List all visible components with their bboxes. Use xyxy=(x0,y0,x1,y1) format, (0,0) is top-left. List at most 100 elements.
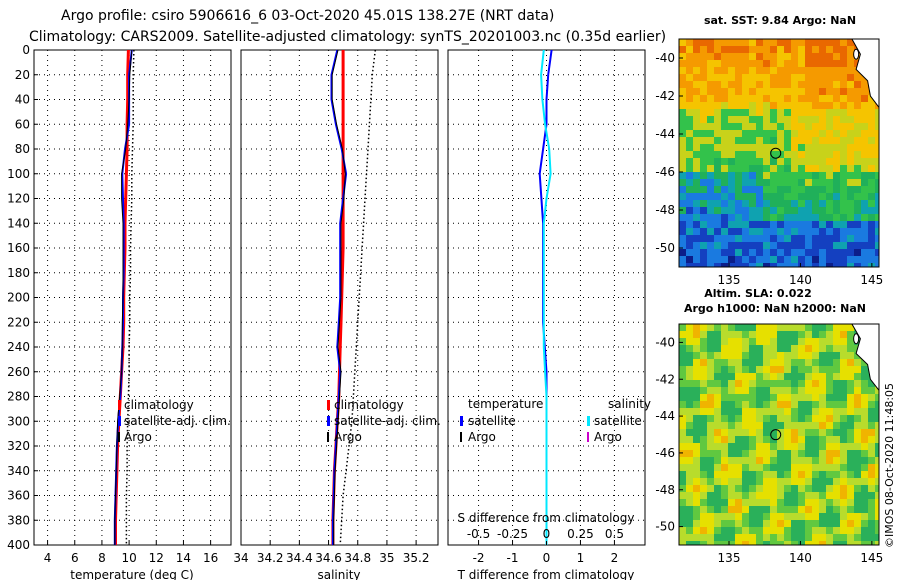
map-cell xyxy=(721,366,728,373)
map-cell xyxy=(812,485,819,492)
map-cell xyxy=(805,130,812,137)
map-cell xyxy=(770,534,777,541)
map-cell xyxy=(777,415,784,422)
map-cell xyxy=(791,499,798,506)
map-cell xyxy=(784,193,791,200)
map-cell xyxy=(784,116,791,123)
map-cell xyxy=(833,534,840,541)
map-cell xyxy=(777,207,784,214)
map-cell xyxy=(728,485,735,492)
map-cell xyxy=(861,436,868,443)
map-cell xyxy=(700,102,707,109)
map-cell xyxy=(763,408,770,415)
map-cell xyxy=(770,394,777,401)
map-cell xyxy=(693,130,700,137)
map-cell xyxy=(833,352,840,359)
map-cell xyxy=(798,123,805,130)
map-cell xyxy=(875,158,879,165)
map-cell xyxy=(686,471,693,478)
map-cell xyxy=(714,415,721,422)
map-cell xyxy=(777,249,784,256)
map-cell xyxy=(728,221,735,228)
map-cell xyxy=(742,366,749,373)
map-cell xyxy=(742,263,749,267)
map-cell xyxy=(777,256,784,263)
map-cell xyxy=(735,415,742,422)
map-cell xyxy=(812,387,819,394)
map-cell xyxy=(784,242,791,249)
map-cell xyxy=(840,380,847,387)
map-cell xyxy=(826,478,833,485)
map-cell xyxy=(847,338,854,345)
map-cell xyxy=(721,228,728,235)
map-cell xyxy=(742,401,749,408)
map-cell xyxy=(714,422,721,429)
y-tick-label: 280 xyxy=(7,390,30,404)
map-cell xyxy=(770,214,777,221)
map-cell xyxy=(861,144,868,151)
map-cell xyxy=(854,499,861,506)
map-cell xyxy=(847,60,854,67)
map-cell xyxy=(686,513,693,520)
map-cell xyxy=(749,380,756,387)
map-cell xyxy=(770,366,777,373)
secondary-tick-label: 0.5 xyxy=(605,527,624,541)
island xyxy=(853,48,860,60)
map-cell xyxy=(728,394,735,401)
map-cell xyxy=(840,345,847,352)
map-cell xyxy=(847,214,854,221)
map-cell xyxy=(700,478,707,485)
map-y-tick-label: -44 xyxy=(655,127,675,141)
map-cell xyxy=(770,464,777,471)
map-cell xyxy=(805,221,812,228)
map-cell xyxy=(826,345,833,352)
map-cell xyxy=(861,263,868,267)
map-cell xyxy=(686,450,693,457)
map-cell xyxy=(833,527,840,534)
map-cell xyxy=(833,471,840,478)
map-cell xyxy=(812,499,819,506)
map-cell xyxy=(770,60,777,67)
map-cell xyxy=(763,429,770,436)
map-cell xyxy=(721,130,728,137)
map-cell xyxy=(742,102,749,109)
map-cell xyxy=(707,95,714,102)
map-cell xyxy=(840,200,847,207)
y-tick-label: 300 xyxy=(7,414,30,428)
map-cell xyxy=(686,109,693,116)
map-cell xyxy=(707,345,714,352)
x-tick-label: 34.8 xyxy=(344,551,371,565)
map-cell xyxy=(791,165,798,172)
map-cell xyxy=(749,123,756,130)
map-cell xyxy=(791,207,798,214)
map-cell xyxy=(721,193,728,200)
map-cell xyxy=(833,401,840,408)
map-cell xyxy=(756,242,763,249)
salinity-xlabel: salinity xyxy=(317,568,360,580)
map-cell xyxy=(735,408,742,415)
map-cell xyxy=(791,102,798,109)
map-cell xyxy=(707,527,714,534)
map-cell xyxy=(686,74,693,81)
map-cell xyxy=(798,172,805,179)
map-cell xyxy=(819,450,826,457)
map-cell xyxy=(861,394,868,401)
map-cell xyxy=(756,387,763,394)
secondary-axis-labels: -0.5 -0.25 0 0.25 0.5 xyxy=(467,527,624,541)
map-cell xyxy=(763,179,770,186)
map-cell xyxy=(798,394,805,401)
map-cell xyxy=(812,506,819,513)
map-cell xyxy=(819,249,826,256)
map-cell xyxy=(756,352,763,359)
map-cell xyxy=(728,256,735,263)
map-cell xyxy=(707,492,714,499)
map-cell xyxy=(854,249,861,256)
map-cell xyxy=(700,67,707,74)
map-cell xyxy=(833,366,840,373)
map-cell xyxy=(707,436,714,443)
map-cell xyxy=(819,123,826,130)
map-cell xyxy=(854,408,861,415)
map-cell xyxy=(805,492,812,499)
map-cell xyxy=(833,242,840,249)
map-cell xyxy=(700,221,707,228)
